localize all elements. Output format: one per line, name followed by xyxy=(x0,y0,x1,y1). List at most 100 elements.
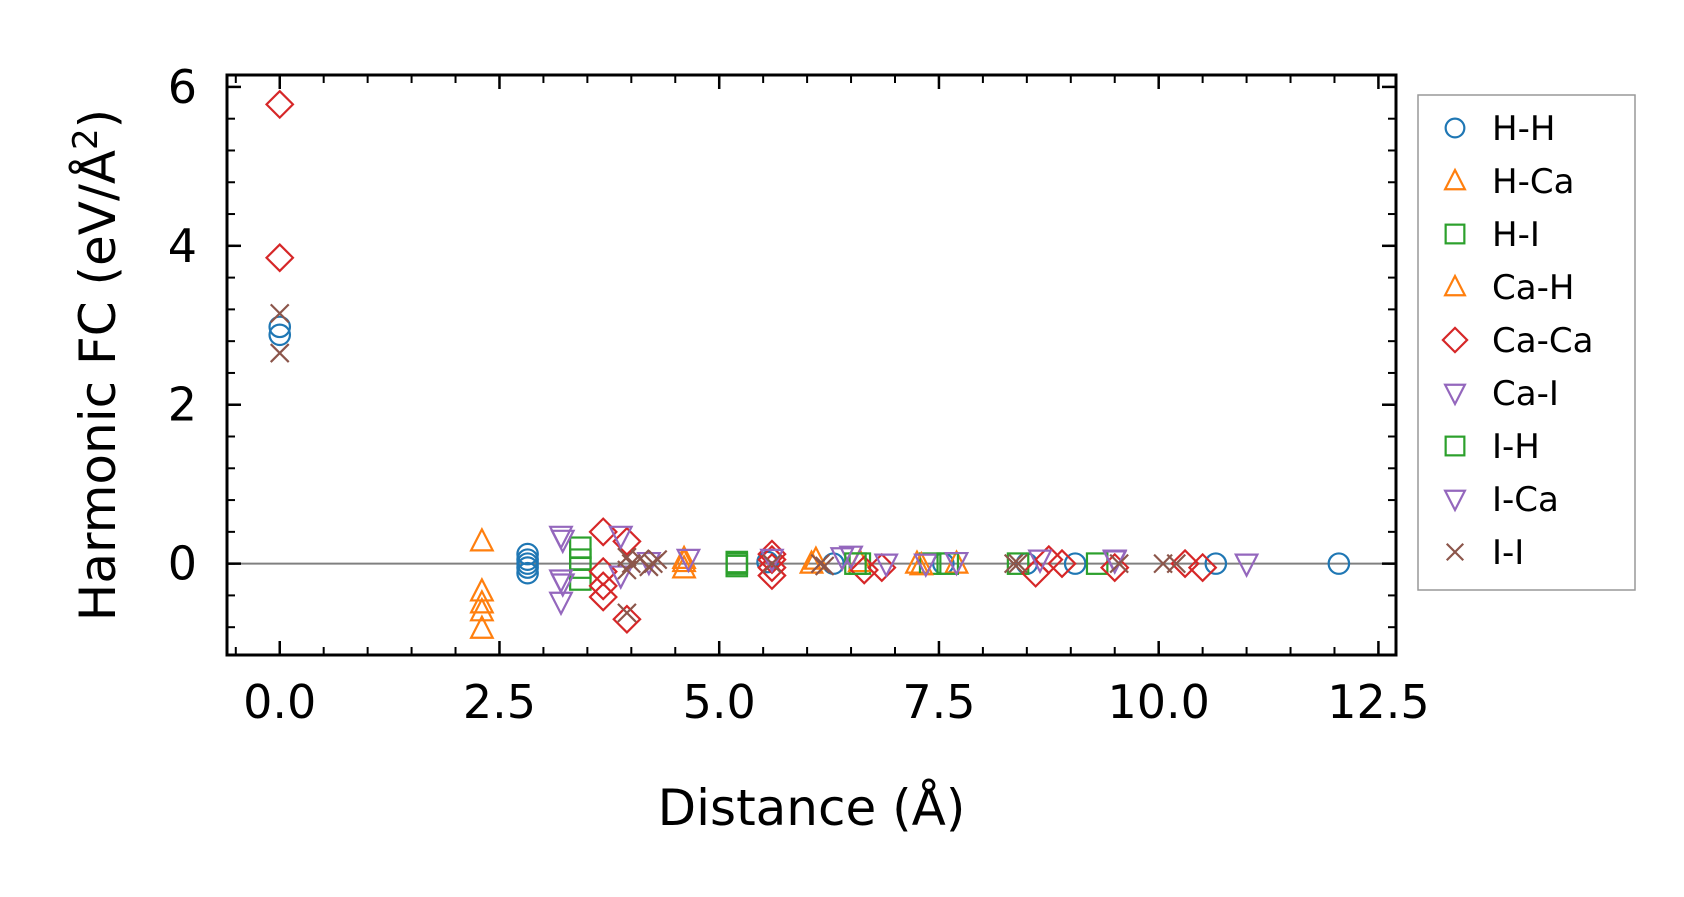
data-point xyxy=(588,582,618,612)
y-axis-label: Harmonic FC (eV/Å2) xyxy=(66,109,127,621)
data-point xyxy=(1327,552,1351,575)
data-point xyxy=(516,561,539,585)
legend-marker xyxy=(1441,326,1469,354)
data-point xyxy=(829,547,855,572)
data-point xyxy=(516,542,539,566)
data-point xyxy=(617,603,637,623)
data-point xyxy=(1027,549,1053,575)
x-tick-label: 2.5 xyxy=(463,675,536,729)
data-point xyxy=(849,555,879,585)
plot-frame xyxy=(225,73,1398,657)
data-point xyxy=(1006,552,1030,575)
data-point xyxy=(550,529,576,555)
data-point xyxy=(612,604,642,635)
data-point xyxy=(612,526,642,557)
y-tick-label: 2 xyxy=(168,378,197,432)
data-point xyxy=(608,565,634,590)
data-point xyxy=(1170,548,1200,579)
data-point xyxy=(943,551,970,577)
series-i-i xyxy=(269,303,1187,623)
plot-area xyxy=(227,89,1396,639)
legend-marker xyxy=(1444,435,1466,457)
data-point xyxy=(1187,552,1218,583)
data-point xyxy=(873,553,899,579)
data-point xyxy=(569,556,592,579)
legend-marker xyxy=(1443,383,1467,407)
data-point xyxy=(762,553,782,574)
legend-label: I-H xyxy=(1492,427,1540,467)
data-point xyxy=(264,242,295,273)
legend-label: H-I xyxy=(1492,215,1540,255)
legend-label: H-H xyxy=(1492,109,1555,149)
legend-item: I-Ca xyxy=(1443,480,1559,520)
data-point xyxy=(675,548,702,574)
data-point xyxy=(1008,553,1028,574)
legend-marker xyxy=(1444,117,1466,139)
data-point xyxy=(269,343,290,363)
x-axis-label: Distance (Å) xyxy=(658,779,966,837)
data-point xyxy=(469,614,495,639)
data-point xyxy=(1099,552,1130,583)
data-point xyxy=(1233,553,1260,579)
data-point xyxy=(759,548,785,574)
series-ca-ca xyxy=(264,89,1218,635)
data-point xyxy=(814,556,835,576)
data-point xyxy=(1109,553,1129,574)
data-point xyxy=(904,549,930,574)
data-point xyxy=(908,550,934,576)
data-point xyxy=(810,553,831,574)
series-ca-i xyxy=(548,525,1260,617)
data-point xyxy=(647,549,668,570)
data-point xyxy=(550,573,576,598)
data-point xyxy=(608,525,634,551)
data-point xyxy=(867,552,897,583)
legend-item: Ca-I xyxy=(1443,374,1559,414)
series-h-ca xyxy=(469,526,970,639)
y-tick-label: 4 xyxy=(168,219,197,273)
data-point xyxy=(569,548,592,571)
legend-label: Ca-H xyxy=(1492,268,1574,308)
x-tick-label: 5.0 xyxy=(683,675,756,729)
x-tick-label: 7.5 xyxy=(902,675,975,729)
legend-marker xyxy=(1445,542,1465,562)
data-point xyxy=(1166,553,1187,574)
legend-item: I-H xyxy=(1444,427,1540,467)
x-tick-label: 10.0 xyxy=(1107,675,1209,729)
legend-item: Ca-Ca xyxy=(1441,321,1593,361)
axes: 0.0 2.5 5.0 7.5 10.0 12.5 0 2 4 6 xyxy=(168,60,1430,729)
data-point xyxy=(548,591,574,617)
legend-marker xyxy=(1444,223,1466,245)
data-point xyxy=(1085,552,1109,575)
data-point xyxy=(725,552,749,575)
data-point xyxy=(469,526,495,552)
legend-item: Ca-H xyxy=(1443,268,1574,308)
data-point xyxy=(671,547,697,573)
legend-label: I-I xyxy=(1492,533,1524,573)
legend-item: H-Ca xyxy=(1443,162,1574,202)
y-tick-label: 0 xyxy=(168,537,197,591)
data-point xyxy=(621,553,642,574)
legend-label: Ca-I xyxy=(1492,374,1559,414)
y-tick-label: 6 xyxy=(168,60,197,114)
legend-item: I-I xyxy=(1445,533,1524,573)
legend-marker xyxy=(1443,273,1467,297)
legend: H-H H-Ca H-I Ca-H Ca-Ca Ca-I I-H I-Ca I-I xyxy=(1417,94,1636,591)
x-tick-label: 12.5 xyxy=(1327,675,1429,729)
legend-marker xyxy=(1443,489,1467,513)
legend-marker xyxy=(1443,167,1467,191)
data-point xyxy=(268,315,292,339)
data-point xyxy=(913,553,939,579)
data-point xyxy=(588,571,618,601)
data-point xyxy=(1047,548,1077,579)
data-point xyxy=(516,556,539,579)
data-point xyxy=(569,536,592,560)
data-point xyxy=(264,89,295,120)
legend-label: Ca-Ca xyxy=(1492,321,1593,361)
legend-item: H-I xyxy=(1444,215,1540,255)
x-tick-label: 0.0 xyxy=(243,675,316,729)
legend-label: H-Ca xyxy=(1492,162,1574,202)
data-point xyxy=(469,596,495,622)
data-point xyxy=(268,323,292,347)
data-point xyxy=(269,303,290,324)
